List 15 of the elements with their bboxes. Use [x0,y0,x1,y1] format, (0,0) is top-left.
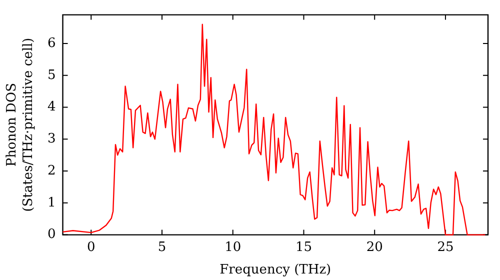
y-tick-label: 4 [47,100,56,115]
y-tick-label: 1 [47,195,56,210]
x-tick-label: 15 [295,240,312,255]
y-tick-label: 0 [47,227,56,242]
y-tick-label: 6 [47,36,56,51]
x-tick-label: 25 [437,240,454,255]
y-tick-label: 5 [47,68,56,83]
y-tick-label: 3 [47,132,56,147]
x-tick-label: 10 [224,240,242,255]
x-tick-label: 20 [366,240,383,255]
x-tick-label: 0 [86,240,96,255]
y-axis-title: Phonon DOS (States/THz·primitive cell) [4,38,36,212]
x-axis-title: Frequency (THz) [220,262,332,278]
x-tick-label: 5 [158,240,166,255]
y-tick-label: 2 [47,163,56,178]
